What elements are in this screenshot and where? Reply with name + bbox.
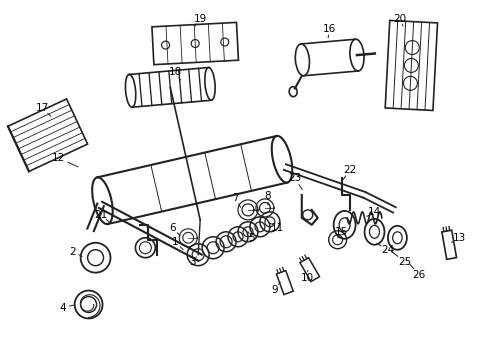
Text: 20: 20 bbox=[392, 14, 405, 24]
Bar bbox=[152, 22, 238, 65]
Text: 1: 1 bbox=[172, 237, 178, 247]
Bar bbox=[385, 21, 437, 111]
Text: 16: 16 bbox=[323, 24, 336, 33]
Text: 25: 25 bbox=[397, 257, 410, 267]
Text: 8: 8 bbox=[264, 191, 271, 201]
Text: 26: 26 bbox=[412, 270, 425, 280]
Bar bbox=[299, 258, 319, 282]
Text: 4: 4 bbox=[59, 302, 66, 312]
Text: 7: 7 bbox=[231, 193, 238, 203]
Text: 13: 13 bbox=[451, 233, 465, 243]
Text: 12: 12 bbox=[52, 153, 65, 163]
Text: 14: 14 bbox=[367, 207, 380, 217]
Text: 22: 22 bbox=[342, 165, 355, 175]
Text: 10: 10 bbox=[301, 273, 314, 283]
Text: 17: 17 bbox=[36, 103, 49, 113]
Text: 5: 5 bbox=[248, 233, 255, 243]
Text: 18: 18 bbox=[168, 67, 182, 77]
Bar bbox=[276, 271, 293, 294]
Bar bbox=[441, 230, 456, 259]
Text: 15: 15 bbox=[334, 227, 347, 237]
Text: 19: 19 bbox=[193, 14, 206, 24]
Text: 9: 9 bbox=[271, 284, 278, 294]
Text: 21: 21 bbox=[94, 210, 107, 220]
Bar bbox=[8, 99, 87, 171]
Text: 23: 23 bbox=[287, 173, 301, 183]
Text: 3: 3 bbox=[188, 257, 195, 267]
Text: 24: 24 bbox=[380, 245, 393, 255]
Text: 2: 2 bbox=[69, 247, 76, 257]
Text: 6: 6 bbox=[169, 223, 175, 233]
Text: 11: 11 bbox=[271, 223, 284, 233]
